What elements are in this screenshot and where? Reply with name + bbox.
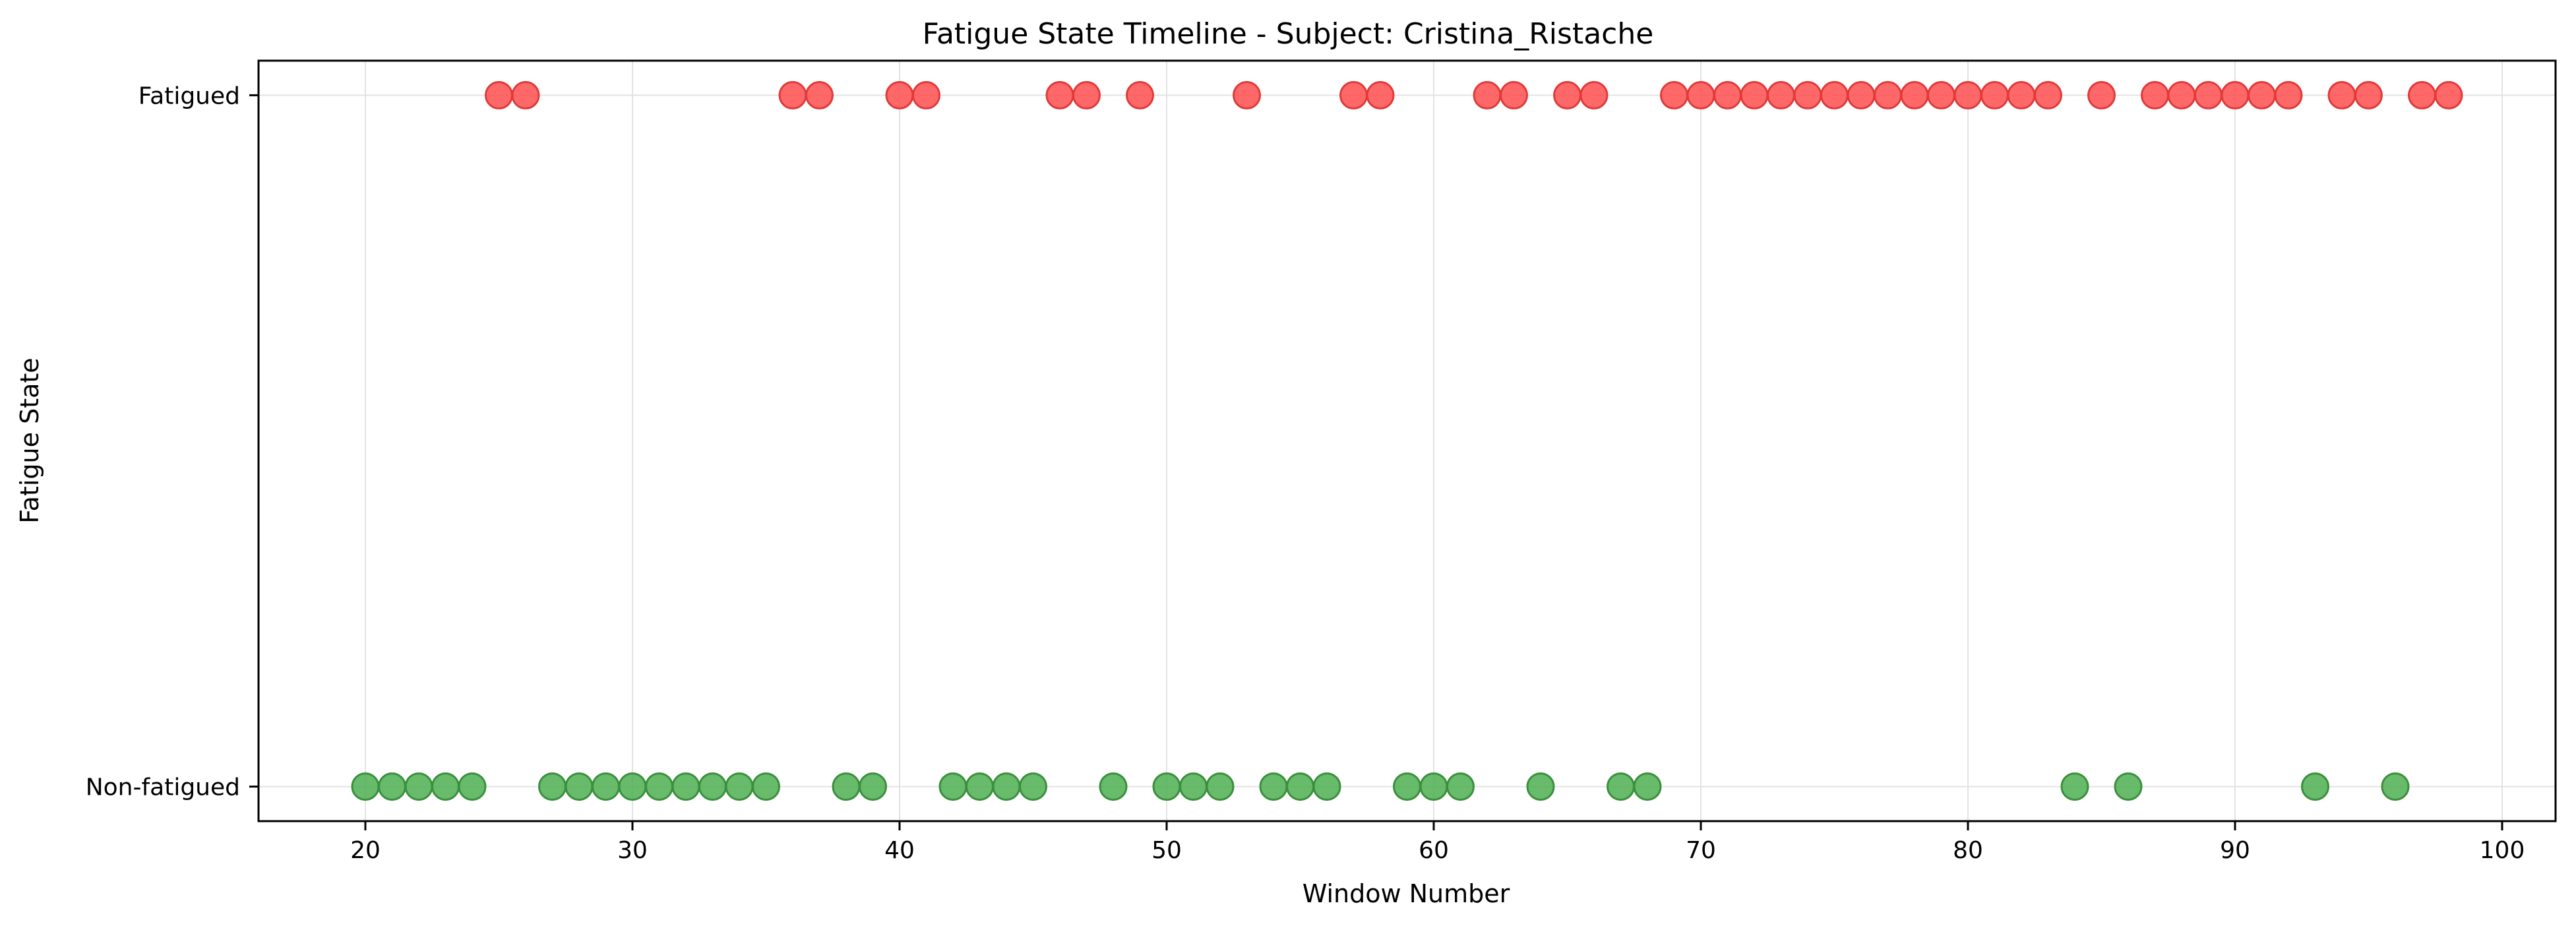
fatigued-point — [2221, 80, 2250, 109]
non-fatigued-point — [565, 772, 594, 801]
non-fatigued-point — [966, 772, 994, 801]
x-tick-label: 100 — [2480, 837, 2525, 864]
x-tick-label: 60 — [1419, 837, 1449, 864]
fatigued-point — [2327, 80, 2356, 109]
fatigued-point — [778, 80, 807, 109]
fatigued-point — [1953, 80, 1982, 109]
non-fatigued-point — [2381, 772, 2410, 801]
fatigued-point — [1686, 80, 1715, 109]
fatigued-point — [1339, 80, 1368, 109]
non-fatigued-point — [832, 772, 861, 801]
fatigued-point — [1900, 80, 1929, 109]
fatigued-point — [1072, 80, 1101, 109]
fatigued-point — [2434, 80, 2463, 109]
plot-frame — [257, 59, 2557, 822]
x-tick-label: 70 — [1686, 837, 1716, 864]
non-fatigued-point — [2301, 772, 2329, 801]
fatigued-point — [1045, 80, 1074, 109]
non-fatigued-point — [431, 772, 460, 801]
fatigued-point — [1740, 80, 1769, 109]
fatigued-point — [2194, 80, 2223, 109]
non-fatigued-point — [1286, 772, 1314, 801]
non-fatigued-point — [618, 772, 647, 801]
fatigued-point — [1473, 80, 1502, 109]
fatigued-point — [2408, 80, 2436, 109]
fatigued-point — [1579, 80, 1609, 109]
fatigued-point — [485, 80, 513, 109]
fatigued-point — [1767, 80, 1795, 109]
fatigued-point — [885, 80, 914, 109]
non-fatigued-point — [992, 772, 1021, 801]
fatigued-point — [1874, 80, 1902, 109]
grid-layer — [259, 61, 2556, 821]
y-tick-label: Fatigued — [138, 82, 240, 109]
fatigued-point — [2141, 80, 2169, 109]
x-tick-label: 30 — [617, 837, 648, 864]
fatigued-point — [912, 80, 940, 109]
x-tick-label: 50 — [1151, 837, 1182, 864]
non-fatigued-point — [1419, 772, 1448, 801]
x-tick-label: 40 — [884, 837, 915, 864]
non-fatigued-point — [592, 772, 620, 801]
non-fatigued-point — [378, 772, 406, 801]
non-fatigued-point — [698, 772, 727, 801]
fatigued-point — [1366, 80, 1395, 109]
fatigued-point — [1820, 80, 1849, 109]
non-fatigued-point — [1312, 772, 1341, 801]
non-fatigued-point — [645, 772, 673, 801]
x-axis-label: Window Number — [1303, 879, 1510, 908]
non-fatigued-point — [859, 772, 887, 801]
fatigued-point — [1713, 80, 1742, 109]
fatigued-point — [2354, 80, 2383, 109]
points-layer — [351, 80, 2463, 801]
fatigued-point — [1980, 80, 2009, 109]
non-fatigued-point — [538, 772, 567, 801]
fatigued-point — [805, 80, 834, 109]
y-tick-label: Non-fatigued — [86, 774, 240, 801]
non-fatigued-point — [1526, 772, 1555, 801]
non-fatigued-point — [1393, 772, 1421, 801]
non-fatigued-point — [2114, 772, 2143, 801]
non-fatigued-point — [1446, 772, 1475, 801]
x-tick-label: 90 — [2220, 837, 2250, 864]
non-fatigued-point — [2060, 772, 2089, 801]
non-fatigued-point — [1099, 772, 1128, 801]
x-tick-label: 80 — [1953, 837, 1983, 864]
fatigued-point — [1553, 80, 1581, 109]
non-fatigued-point — [1179, 772, 1208, 801]
fatigued-point — [1126, 80, 1154, 109]
fatigued-point — [1660, 80, 1688, 109]
fatigued-point — [2007, 80, 2036, 109]
non-fatigued-point — [1607, 772, 1635, 801]
chart-title: Fatigue State Timeline - Subject: Cristi… — [923, 17, 1654, 51]
non-fatigued-point — [725, 772, 754, 801]
non-fatigued-point — [1633, 772, 1662, 801]
fatigued-point — [2248, 80, 2276, 109]
y-axis-label: Fatigue State — [15, 357, 44, 523]
fatigued-point — [1793, 80, 1822, 109]
fatigued-point — [1233, 80, 1261, 109]
non-fatigued-point — [1259, 772, 1288, 801]
non-fatigued-point — [938, 772, 967, 801]
non-fatigued-point — [671, 772, 700, 801]
non-fatigued-point — [404, 772, 433, 801]
x-tick-label: 20 — [350, 837, 381, 864]
non-fatigued-point — [752, 772, 780, 801]
non-fatigued-point — [458, 772, 487, 801]
fatigued-point — [2167, 80, 2196, 109]
fatigued-point — [1500, 80, 1528, 109]
y-axis: Non-fatigued Fatigued — [86, 82, 259, 801]
fatigued-point — [1927, 80, 1955, 109]
fatigued-point — [1847, 80, 1876, 109]
non-fatigued-point — [1019, 772, 1047, 801]
fatigued-point — [2274, 80, 2303, 109]
non-fatigued-point — [1206, 772, 1235, 801]
fatigued-point — [2087, 80, 2116, 109]
fatigued-point — [511, 80, 540, 109]
non-fatigued-point — [1152, 772, 1181, 801]
x-axis: 20 30 40 50 60 70 80 90 100 — [350, 821, 2525, 864]
fatigued-point — [2034, 80, 2062, 109]
non-fatigued-point — [351, 772, 380, 801]
